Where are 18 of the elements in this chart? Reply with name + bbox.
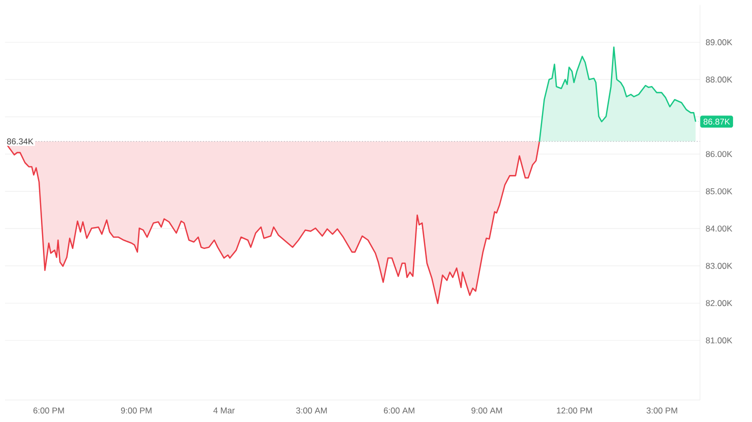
x-tick-label: 12:00 PM [556, 408, 592, 414]
x-tick-label: 9:00 PM [121, 408, 152, 414]
y-tick-label: 83.00K [706, 262, 732, 269]
y-tick-label: 85.00K [706, 188, 732, 194]
x-tick-label: 3:00 PM [646, 408, 678, 414]
y-tick-label: 82.00K [706, 300, 732, 306]
y-tick-label: 86.00K [706, 151, 732, 158]
y-tick-label: 89.00K [706, 39, 732, 46]
y-tick-label: 88.00K [706, 76, 732, 83]
x-tick-label: 6:00 PM [33, 408, 64, 414]
x-tick-label: 6:00 AM [384, 408, 414, 414]
x-tick-label: 9:00 AM [471, 408, 502, 414]
ref-line-label: 86.34K [7, 138, 34, 144]
x-tick-label: 4 Mar [213, 408, 235, 414]
annotation: 86.87K [704, 118, 730, 125]
y-tick-label: 81.00K [706, 337, 732, 344]
y-tick-label: 84.00K [706, 226, 732, 232]
x-tick-label: 3:00 AM [296, 408, 327, 414]
